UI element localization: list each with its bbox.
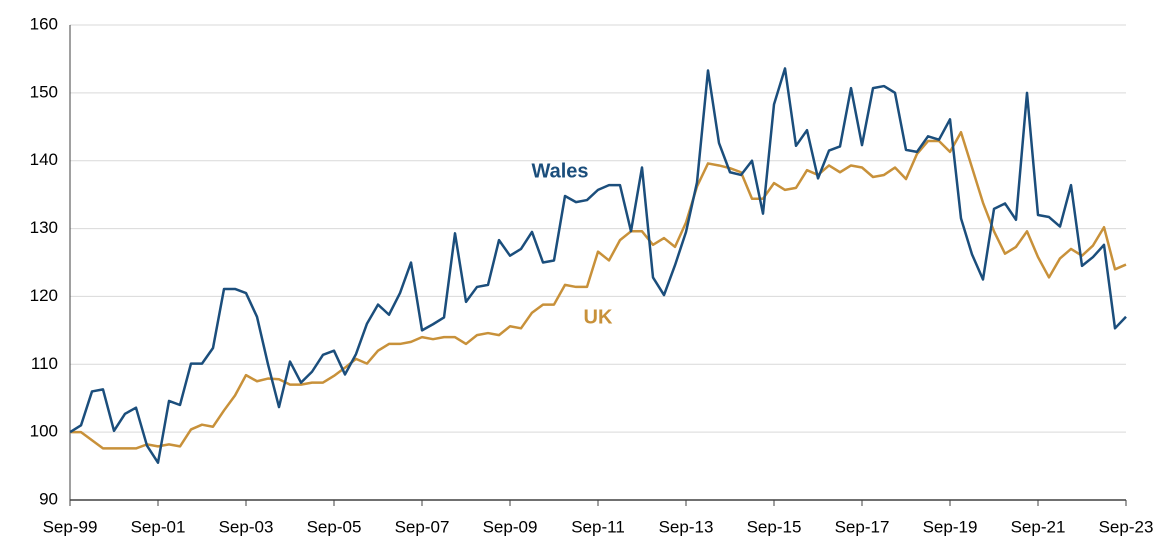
x-tick-label: Sep-03 (219, 517, 274, 536)
y-tick-label: 160 (30, 14, 58, 33)
x-tick-label: Sep-17 (835, 517, 890, 536)
series-label: Wales (531, 160, 588, 182)
x-tick-label: Sep-05 (307, 517, 362, 536)
y-tick-label: 130 (30, 218, 58, 237)
x-tick-label: Sep-99 (43, 517, 98, 536)
x-tick-label: Sep-01 (131, 517, 186, 536)
y-tick-label: 120 (30, 286, 58, 305)
y-tick-label: 110 (31, 354, 58, 373)
y-tick-label: 140 (30, 150, 58, 169)
y-tick-label: 100 (30, 422, 58, 441)
x-tick-label: Sep-11 (571, 517, 625, 536)
x-tick-label: Sep-13 (659, 517, 714, 536)
y-tick-label: 90 (39, 489, 58, 508)
y-tick-label: 150 (30, 82, 58, 101)
series-line (70, 130, 1127, 450)
x-tick-label: Sep-09 (483, 517, 538, 536)
x-tick-label: Sep-07 (395, 517, 450, 536)
series-line (69, 67, 1127, 464)
series-label: UK (584, 306, 613, 328)
x-tick-label: Sep-23 (1099, 517, 1154, 536)
x-tick-label: Sep-15 (747, 517, 802, 536)
x-tick-label: Sep-21 (1011, 517, 1066, 536)
x-tick-label: Sep-19 (923, 517, 978, 536)
